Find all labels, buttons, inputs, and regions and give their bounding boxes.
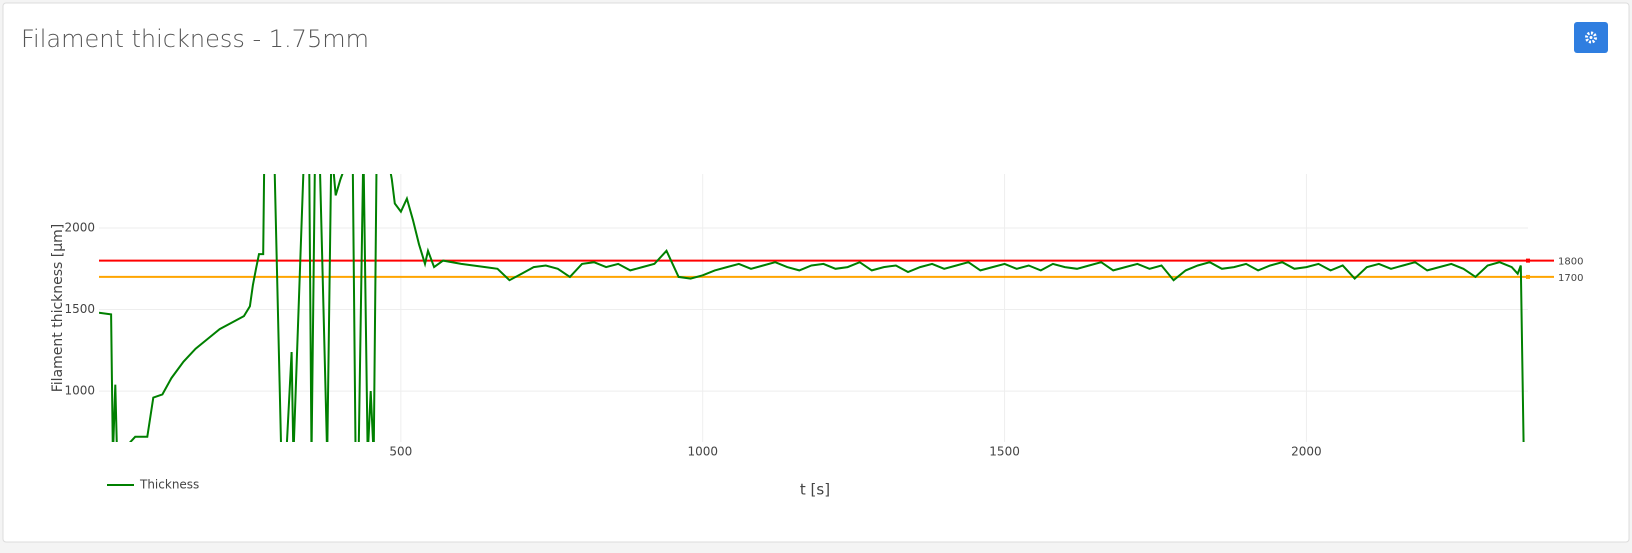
legend-label: Thickness xyxy=(139,478,199,492)
plot-area xyxy=(99,174,1525,442)
y-tick-label: 2000 xyxy=(64,220,95,234)
settings-button[interactable] xyxy=(1574,22,1608,53)
data-line xyxy=(99,174,1525,442)
x-tick-label: 1000 xyxy=(687,445,718,459)
x-tick-label: 500 xyxy=(389,445,412,459)
y-tick-label: 1000 xyxy=(64,384,95,398)
threshold-label: 1700 xyxy=(1558,273,1583,284)
x-axis-label: t [s] xyxy=(800,481,830,499)
threshold-label: 1800 xyxy=(1558,257,1583,268)
y-axis-label: Filament thickness [μm] xyxy=(50,224,66,393)
y-tick-label: 1500 xyxy=(64,302,95,316)
threshold-marker xyxy=(1526,274,1530,279)
x-tick-label: 2000 xyxy=(1291,445,1322,459)
x-tick-label: 1500 xyxy=(989,445,1020,459)
threshold-marker xyxy=(1526,258,1530,263)
chart-title: Filament thickness - 1.75mm xyxy=(21,25,369,53)
card xyxy=(2,2,1630,543)
